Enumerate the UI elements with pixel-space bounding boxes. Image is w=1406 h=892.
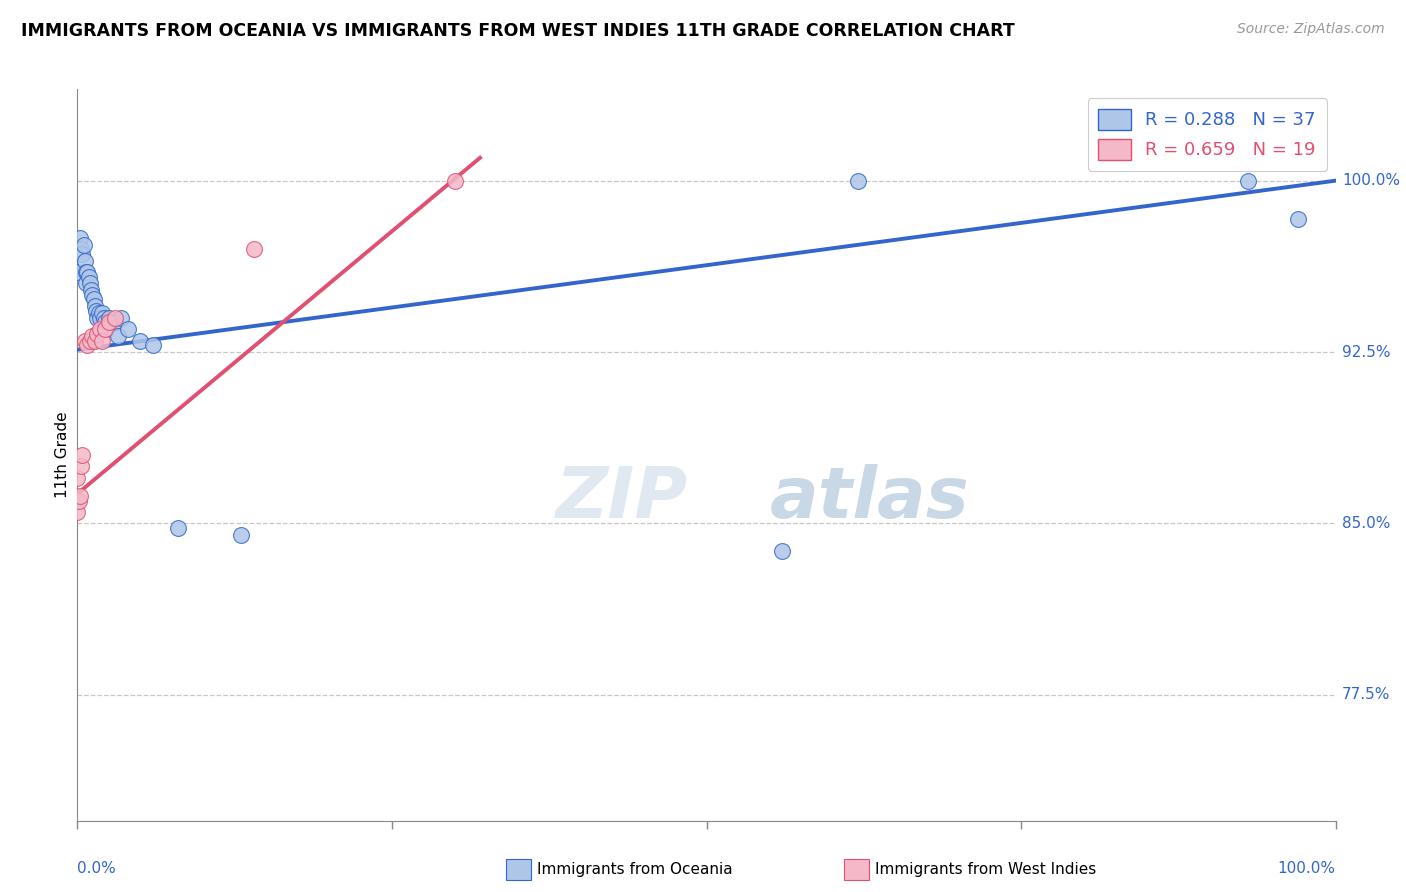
Point [76, 338, 98, 352]
Point [91, 306, 114, 320]
Point [96, 322, 118, 336]
Text: IMMIGRANTS FROM OCEANIA VS IMMIGRANTS FROM WEST INDIES 11TH GRADE CORRELATION CH: IMMIGRANTS FROM OCEANIA VS IMMIGRANTS FR… [21, 22, 1015, 40]
Point [72, 237, 94, 252]
Point [110, 310, 132, 325]
Text: ZIP: ZIP [555, 465, 688, 533]
Point [72, 247, 94, 261]
Point [107, 329, 129, 343]
Point [846, 174, 869, 188]
Text: 85.0%: 85.0% [1341, 516, 1391, 531]
Point [66, 505, 89, 519]
Point [100, 315, 122, 329]
Point [82, 329, 104, 343]
Point [69, 489, 91, 503]
Point [73, 253, 96, 268]
Point [167, 521, 190, 535]
Point [86, 326, 108, 341]
Point [87, 306, 110, 320]
Point [66, 471, 89, 485]
Text: 0.0%: 0.0% [77, 861, 117, 876]
Point [129, 334, 152, 348]
Point [1286, 212, 1309, 227]
Legend: R = 0.288   N = 37, R = 0.659   N = 19: R = 0.288 N = 37, R = 0.659 N = 19 [1088, 98, 1327, 170]
Point [242, 242, 264, 256]
Point [86, 310, 108, 325]
Text: Immigrants from West Indies: Immigrants from West Indies [875, 863, 1095, 877]
Point [94, 315, 117, 329]
Text: Immigrants from Oceania: Immigrants from Oceania [537, 863, 733, 877]
Point [82, 288, 104, 302]
Text: 92.5%: 92.5% [1341, 344, 1391, 359]
Point [83, 293, 105, 307]
Point [94, 322, 117, 336]
Point [93, 310, 115, 325]
Point [73, 334, 96, 348]
Point [142, 338, 165, 352]
Point [104, 315, 127, 329]
Point [77, 269, 100, 284]
Point [69, 231, 91, 245]
Point [89, 322, 111, 336]
Point [84, 334, 107, 348]
Point [80, 284, 103, 298]
Point [229, 528, 252, 542]
Text: 100.0%: 100.0% [1278, 861, 1336, 876]
Point [75, 277, 97, 291]
Y-axis label: 11th Grade: 11th Grade [55, 411, 70, 499]
Point [79, 334, 101, 348]
Text: 77.5%: 77.5% [1341, 688, 1391, 702]
Point [75, 265, 97, 279]
Point [89, 310, 111, 325]
Point [66, 265, 89, 279]
Point [1236, 174, 1258, 188]
Point [76, 265, 98, 279]
Point [91, 334, 114, 348]
Point [72, 448, 94, 462]
Point [67, 493, 90, 508]
Text: Source: ZipAtlas.com: Source: ZipAtlas.com [1237, 22, 1385, 37]
Point [70, 459, 93, 474]
Point [97, 310, 120, 325]
Point [79, 277, 101, 291]
Text: atlas: atlas [769, 465, 969, 533]
Point [104, 310, 127, 325]
Point [70, 242, 93, 256]
Point [117, 322, 139, 336]
Point [444, 174, 467, 188]
Point [97, 315, 120, 329]
Point [84, 304, 107, 318]
Text: 100.0%: 100.0% [1341, 173, 1400, 188]
Point [84, 299, 107, 313]
Point [770, 544, 793, 558]
